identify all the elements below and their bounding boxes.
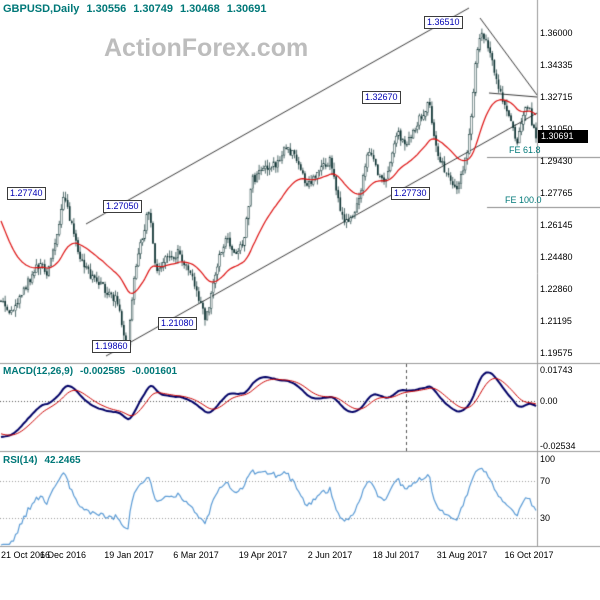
- y-axis-price-label: 1.29430: [540, 156, 573, 166]
- swing-price-label[interactable]: 1.27740: [7, 187, 46, 200]
- symbol-timeframe: GBPUSD,Daily: [3, 3, 80, 15]
- swing-price-label[interactable]: 1.27730: [391, 187, 430, 200]
- ohlc-open: 1.30556: [86, 3, 127, 15]
- x-axis-date-label: 21 Oct 2016: [1, 550, 51, 560]
- y-axis-price-label: 1.32715: [540, 92, 573, 102]
- x-axis-date-label: 2 Jun 2017: [307, 550, 353, 560]
- swing-price-label[interactable]: 1.19860: [92, 340, 131, 353]
- x-axis-date-label: 6 Dec 2016: [39, 550, 87, 560]
- x-axis-date-label: 19 Jan 2017: [104, 550, 154, 560]
- y-axis-price-label: 1.31050: [540, 124, 573, 134]
- swing-price-label[interactable]: 1.36510: [424, 16, 463, 29]
- y-axis-price-label: 1.26145: [540, 220, 573, 230]
- macd-axis-label: -0.02534: [540, 441, 576, 451]
- rsi-value: 42.2465: [44, 455, 81, 466]
- ohlc-close: 1.30691: [226, 3, 267, 15]
- swing-price-label[interactable]: 1.21080: [158, 317, 197, 330]
- current-price-tag: 1.30691: [538, 130, 588, 143]
- ohlc-high: 1.30749: [133, 3, 173, 15]
- rsi-axis-label: 70: [540, 476, 551, 486]
- y-axis-price-label: 1.36000: [540, 28, 573, 38]
- y-axis-price-label: 1.19575: [540, 348, 573, 358]
- x-axis-date-label: 31 Aug 2017: [436, 550, 488, 560]
- x-axis-date-label: 18 Jul 2017: [372, 550, 420, 560]
- x-axis-date-label: 6 Mar 2017: [173, 550, 219, 560]
- rsi-indicator-title: RSI(14) 42.2465: [3, 455, 88, 466]
- x-axis-date-label: 16 Oct 2017: [504, 550, 554, 560]
- swing-price-label[interactable]: 1.27050: [103, 200, 142, 213]
- rsi-axis-label: 100: [540, 454, 556, 464]
- rsi-label: RSI(14): [3, 455, 38, 466]
- macd-value: -0.002585: [80, 366, 126, 377]
- y-axis-price-label: 1.22860: [540, 284, 573, 294]
- x-axis-date-label: 19 Apr 2017: [238, 550, 288, 560]
- macd-axis-label: 0.01743: [540, 365, 573, 375]
- fibonacci-expansion-label[interactable]: FE 100.0: [505, 195, 542, 205]
- ohlc-low: 1.30468: [179, 3, 220, 15]
- macd-label: MACD(12,26,9): [3, 366, 74, 377]
- rsi-axis-label: 30: [540, 513, 551, 523]
- y-axis-price-label: 1.24480: [540, 252, 573, 262]
- y-axis-price-label: 1.21195: [540, 316, 572, 326]
- fibonacci-expansion-label[interactable]: FE 61.8: [509, 145, 541, 155]
- y-axis-price-label: 1.34335: [540, 60, 573, 70]
- y-axis-price-label: 1.27765: [540, 188, 573, 198]
- macd-indicator-title: MACD(12,26,9) -0.002585 -0.001601: [3, 366, 184, 377]
- chart-title: GBPUSD,Daily 1.30556 1.30749 1.30468 1.30691: [3, 3, 273, 15]
- macd-axis-label: 0.00: [540, 396, 558, 406]
- macd-signal-value: -0.001601: [132, 366, 178, 377]
- swing-price-label[interactable]: 1.32670: [362, 91, 401, 104]
